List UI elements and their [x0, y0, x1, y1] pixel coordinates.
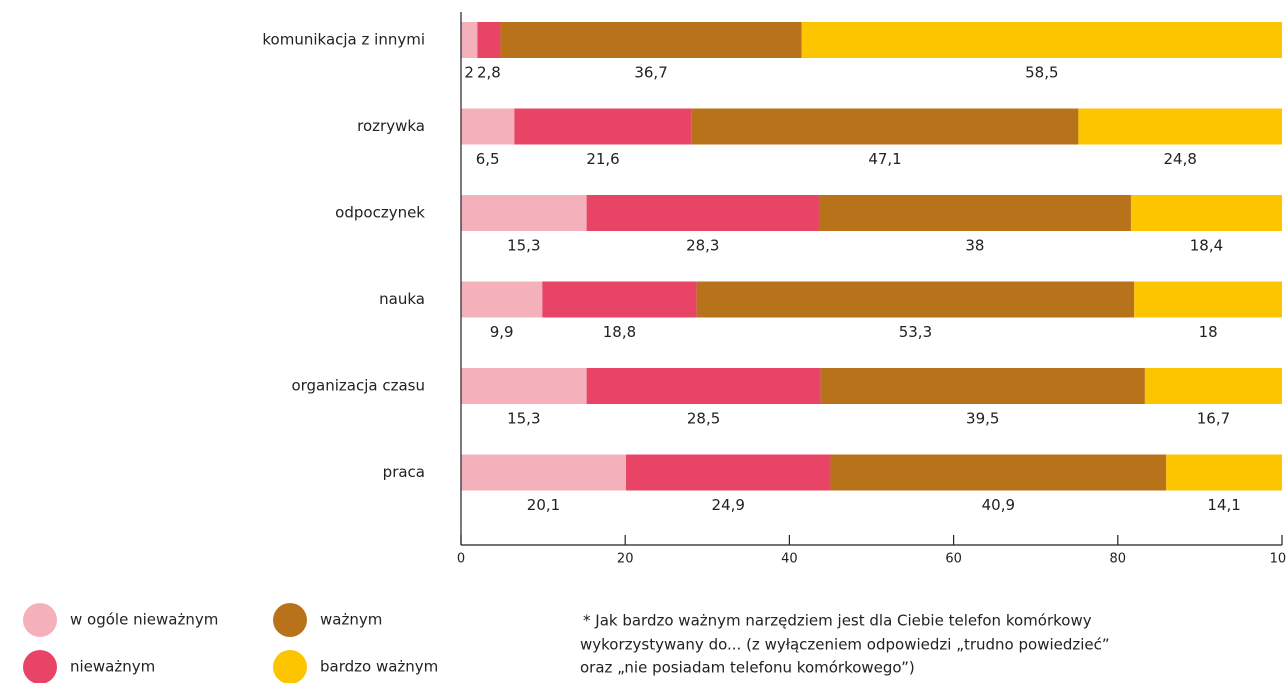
value-label: 15,3: [507, 237, 540, 255]
bar-segment: [820, 368, 1145, 404]
value-label: 24,9: [712, 496, 745, 514]
category-label: organizacja czasu: [291, 377, 425, 395]
value-label: 58,5: [1025, 64, 1058, 82]
bar-segment: [1134, 281, 1282, 318]
legend-swatch: [273, 603, 307, 637]
value-label: 18,4: [1190, 237, 1223, 255]
x-tick-label: 20: [617, 552, 634, 567]
bar-segment: [1130, 195, 1282, 231]
value-label: 39,5: [966, 410, 999, 428]
x-tick-label: 60: [945, 552, 962, 567]
bar-segment: [461, 108, 515, 145]
bar-segment: [801, 22, 1282, 58]
bar-segment: [542, 281, 697, 318]
value-label: 14,1: [1207, 496, 1240, 514]
value-label: 21,6: [586, 150, 619, 168]
category-label: odpoczynek: [335, 204, 425, 222]
bar-segment: [818, 195, 1131, 231]
bar-segment: [461, 195, 587, 231]
legend-label: bardzo ważnym: [320, 658, 438, 676]
bar-segment: [691, 108, 1079, 145]
value-label: 16,7: [1197, 410, 1230, 428]
value-label: 53,3: [899, 323, 932, 341]
value-label: 18,8: [603, 323, 636, 341]
footnote: oraz „nie posiadam telefonu komórkowego”…: [580, 659, 915, 677]
category-label: nauka: [379, 290, 425, 308]
x-tick-label: 100: [1270, 552, 1287, 567]
bar-segment: [830, 454, 1167, 491]
value-label: 47,1: [868, 150, 901, 168]
value-label: 6,5: [476, 150, 500, 168]
bar-segment: [500, 22, 802, 58]
bar-segment: [696, 281, 1135, 318]
legend-swatch: [23, 650, 57, 683]
legend-swatch: [23, 603, 57, 637]
bar-segment: [477, 22, 501, 58]
value-label: 2,8: [477, 64, 501, 82]
bar-segment: [1166, 454, 1282, 491]
value-label: 15,3: [507, 410, 540, 428]
value-label: 40,9: [982, 496, 1015, 514]
value-label: 24,8: [1163, 150, 1196, 168]
legend-label: w ogóle nieważnym: [70, 611, 218, 629]
legend-swatch: [273, 650, 307, 683]
value-label: 20,1: [527, 496, 560, 514]
legend-label: nieważnym: [70, 658, 155, 676]
bar-segment: [461, 22, 478, 58]
value-label: 28,3: [686, 237, 719, 255]
bar-segment: [461, 281, 543, 318]
legend-label: ważnym: [320, 611, 382, 629]
x-tick-label: 80: [1110, 552, 1127, 567]
footnote: wykorzystywany do... (z wyłączeniem odpo…: [580, 636, 1110, 654]
value-label: 36,7: [634, 64, 667, 82]
value-label: 28,5: [687, 410, 720, 428]
bar-segment: [514, 108, 692, 145]
category-label: rozrywka: [357, 117, 425, 135]
bar-segment: [1144, 368, 1282, 404]
bar-segment: [461, 454, 627, 491]
value-label: 38: [965, 237, 984, 255]
value-label: 9,9: [490, 323, 514, 341]
category-label: komunikacja z innymi: [262, 31, 425, 49]
bar-segment: [1078, 108, 1282, 145]
bar-segment: [626, 454, 831, 491]
bar-segment: [461, 368, 587, 404]
x-tick-label: 40: [781, 552, 798, 567]
value-label: 2: [464, 64, 474, 82]
x-tick-label: 0: [457, 552, 465, 567]
bar-segment: [586, 368, 821, 404]
category-label: praca: [383, 463, 425, 481]
value-label: 18: [1199, 323, 1218, 341]
footnote: * Jak bardzo ważnym narzędziem jest dla …: [583, 612, 1092, 630]
bar-segment: [586, 195, 819, 231]
